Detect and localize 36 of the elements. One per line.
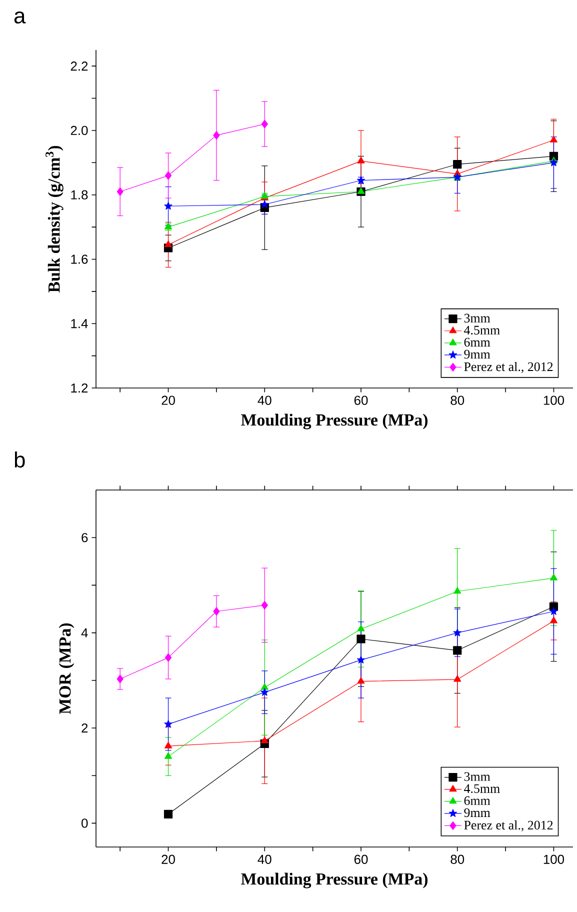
x-tick-label: 100 [544,854,564,864]
y-tick-label: 0 [82,818,88,828]
x-tick-label: 60 [354,396,368,405]
y-tick-label: 4 [81,628,88,638]
legend-label: Perez et al., 2012 [464,820,553,832]
x-tick-label: 80 [450,854,464,864]
y-tick-label: 2.0 [70,126,88,136]
x-tick-label: 80 [450,396,464,405]
legend-label: Perez et al., 2012 [464,362,553,373]
x-tick-label: 20 [162,854,175,864]
x-tick-label: 60 [354,854,368,864]
x-axis-title: Moulding Pressure (MPa) [241,414,428,430]
x-tick-label: 40 [258,396,272,405]
legend-label: 6mm [464,796,490,806]
y-tick-label: 1.2 [71,383,88,393]
y-axis-title: Bulk density (g/cm$^{3}$) [46,146,64,292]
chart-title: a [14,12,26,24]
y-tick-label: 1.8 [71,190,88,200]
legend-label: 3mm [464,314,490,322]
x-tick-label: 100 [544,396,564,405]
legend-label: 3mm [464,772,490,781]
legend-label: 4.5mm [464,326,500,335]
legend-label: 6mm [464,338,490,347]
x-axis-title: Moulding Pressure (MPa) [241,872,428,888]
legend-label: 4.5mm [464,784,500,794]
y-tick-label: 1.4 [71,319,88,328]
x-tick-label: 40 [258,854,272,864]
y-tick-label: 2 [82,723,88,733]
y-axis-title: MOR (MPa) [58,623,74,714]
x-tick-label: 20 [162,396,175,405]
legend-label: 9mm [464,808,490,818]
y-tick-label: 2.2 [70,62,88,71]
y-tick-label: 1.6 [71,254,88,264]
chart-title: b [14,452,25,468]
y-tick-label: 6 [82,533,88,542]
legend-label: 9mm [464,350,490,359]
